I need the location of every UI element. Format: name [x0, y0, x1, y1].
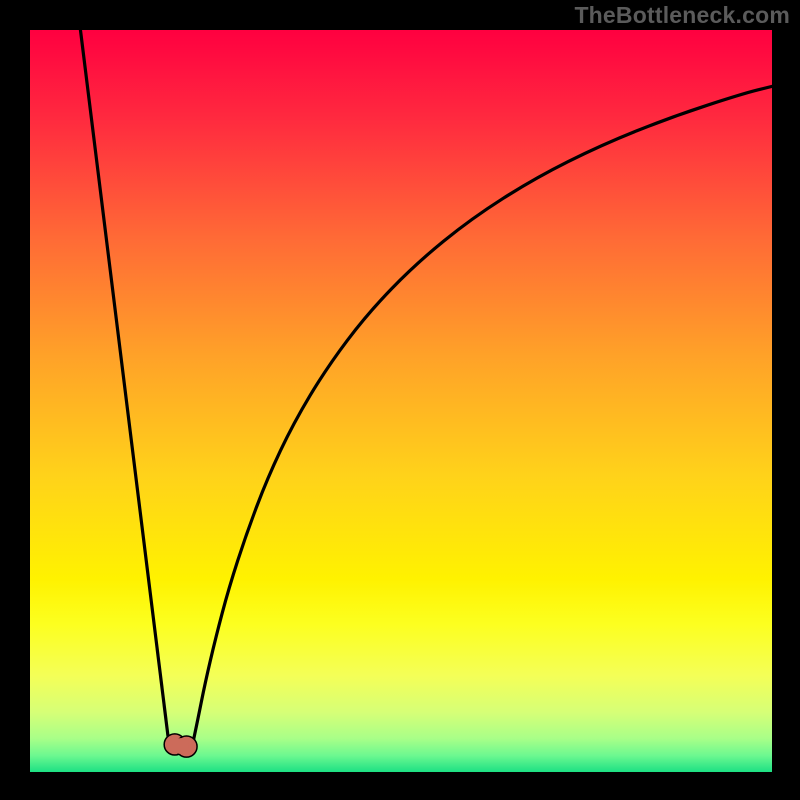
bottleneck-chart: [0, 0, 800, 800]
chart-container: TheBottleneck.com: [0, 0, 800, 800]
plot-background: [30, 30, 772, 772]
bottom-marker-blob: [164, 734, 197, 757]
